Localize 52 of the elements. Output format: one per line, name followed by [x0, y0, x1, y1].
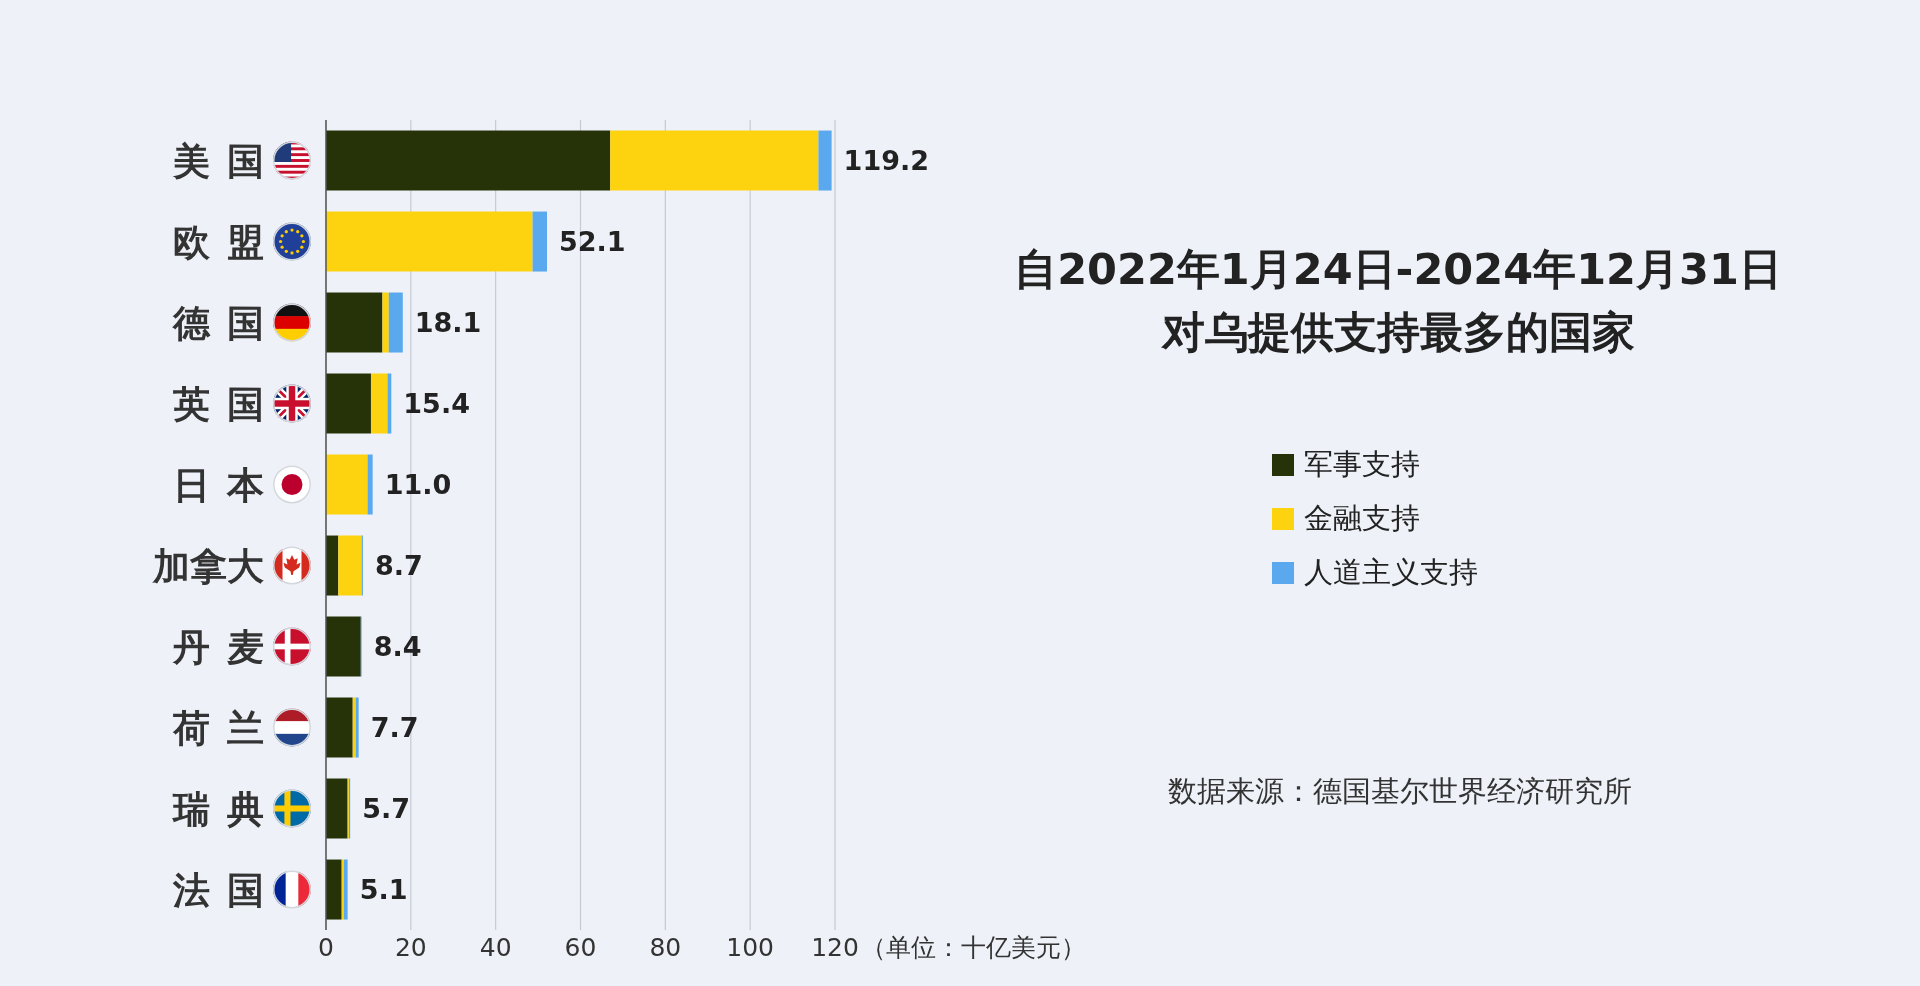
x-tick-label: 40	[479, 932, 512, 962]
y-tick-label: 美国	[172, 139, 264, 182]
x-tick-label: 20	[394, 932, 427, 962]
total-label: 18.1	[414, 307, 482, 339]
y-tick-label: 法国	[172, 868, 264, 911]
bar	[326, 454, 368, 515]
bar	[326, 697, 353, 758]
text: 自2022年1月24日-2024年12月31日对乌提供支持最多的国家	[1013, 243, 1783, 359]
x-tick-label: 80	[649, 932, 682, 962]
bar	[338, 535, 362, 596]
bar	[326, 292, 383, 353]
source-note: 数据来源：德国基尔世界经济研究所	[1167, 773, 1633, 810]
total-label: 8.4	[373, 631, 422, 663]
y-tick-label: 加拿大	[152, 544, 264, 587]
legend-label: 金融支持	[1304, 500, 1420, 537]
bar	[382, 292, 389, 353]
bar	[326, 130, 611, 191]
total-label: 11.0	[384, 469, 452, 501]
x-axis-title: （单位：十亿美元）	[861, 933, 1086, 963]
total-label: 15.4	[403, 388, 470, 420]
total-label: 5.1	[359, 874, 408, 906]
bar	[818, 130, 832, 191]
bar	[370, 373, 388, 434]
bar	[367, 454, 373, 515]
total-label: 8.7	[374, 550, 423, 582]
legend-label: 人道主义支持	[1304, 554, 1478, 591]
bar	[326, 778, 348, 839]
total-label: 5.7	[362, 793, 411, 825]
y-tick-label: 英国	[172, 382, 264, 425]
bar	[343, 859, 348, 920]
x-tick-label: 0	[318, 932, 334, 962]
x-tick-label: 120	[811, 932, 859, 962]
bar	[326, 859, 342, 920]
legend-label: 军事支持	[1304, 446, 1420, 483]
y-tick-label: 欧盟	[173, 220, 264, 263]
y-tick-label: 丹麦	[172, 625, 264, 668]
total-label: 52.1	[558, 226, 626, 258]
bar	[326, 211, 533, 272]
y-tick-label: 日本	[173, 463, 264, 506]
total-label: 7.7	[370, 712, 419, 744]
bar	[388, 292, 403, 353]
x-tick-label: 100	[726, 932, 775, 962]
y-tick-label: 荷兰	[172, 706, 264, 749]
x-tick-label: 60	[564, 932, 597, 962]
total-label: 119.2	[843, 145, 930, 177]
y-tick-label: 瑞典	[171, 787, 264, 830]
y-tick-label: 德国	[172, 301, 264, 344]
bar	[326, 373, 371, 434]
bar	[326, 616, 361, 677]
bar	[532, 211, 547, 272]
bar	[610, 130, 819, 191]
bar	[341, 859, 344, 920]
